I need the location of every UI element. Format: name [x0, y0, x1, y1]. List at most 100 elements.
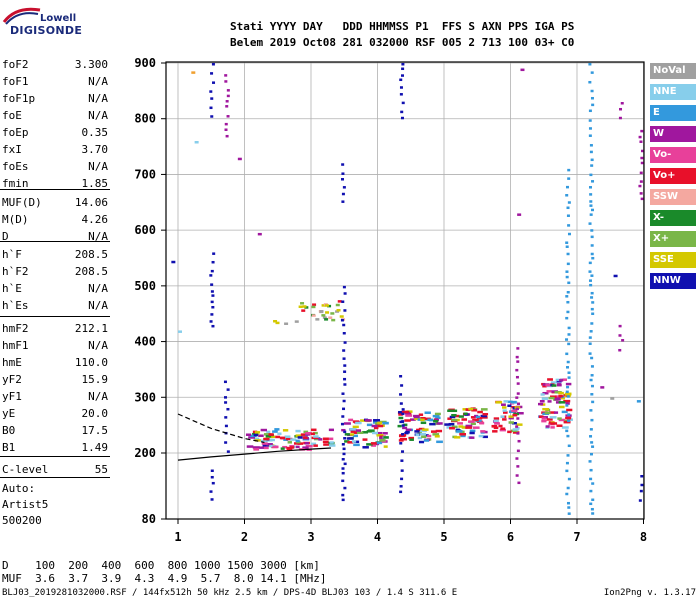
echo-mark [566, 501, 570, 505]
echo-mark [413, 415, 420, 419]
echo-mark [284, 435, 291, 438]
echo-mark [500, 427, 506, 430]
param-row-ye: yE 20.0 [2, 407, 108, 421]
echo-mark [399, 442, 403, 445]
echo-mark [210, 475, 214, 479]
echo-mark [461, 418, 468, 421]
echo-mark [399, 393, 403, 396]
echo-mark [436, 440, 443, 444]
echo-mark [226, 94, 230, 98]
echo-mark [613, 274, 618, 278]
electron-profile-curve [177, 447, 331, 461]
echo-mark [565, 241, 569, 244]
param-value: N/A [88, 160, 108, 173]
echo-mark [342, 285, 346, 289]
echo-mark [565, 390, 569, 394]
echo-mark [272, 445, 279, 449]
param-label: B1 [2, 441, 16, 454]
echo-mark [325, 311, 330, 314]
echo-mark [550, 422, 558, 425]
echo-mark [500, 415, 505, 418]
echo-mark [565, 275, 569, 279]
echo-mark [511, 422, 517, 425]
param-row-fof1p: foF1p N/A [2, 92, 108, 106]
echo-mark [294, 320, 299, 323]
legend-item-nnw: NNW [650, 273, 696, 289]
echo-mark [542, 384, 547, 388]
param-value: N/A [88, 339, 108, 352]
echo-mark [341, 172, 345, 175]
echo-mark [589, 468, 593, 472]
echo-mark [564, 392, 572, 396]
echo-mark [449, 426, 455, 430]
echo-mark [422, 428, 429, 431]
echo-mark [297, 436, 303, 439]
echo-mark [379, 439, 386, 442]
echo-mark [566, 300, 570, 304]
echo-mark [209, 490, 213, 493]
echo-mark [262, 444, 270, 447]
echo-mark [455, 428, 460, 432]
echo-mark [566, 408, 573, 412]
echo-mark [341, 479, 345, 483]
echo-mark [639, 192, 643, 195]
echo-mark [289, 444, 295, 448]
echo-mark [401, 450, 405, 453]
echo-mark [421, 435, 427, 439]
echo-mark [341, 443, 345, 446]
echo-mark [567, 371, 571, 374]
echo-mark [212, 81, 216, 84]
echo-mark [434, 435, 440, 438]
echo-mark [300, 302, 305, 305]
echo-mark [382, 421, 389, 425]
echo-mark [342, 186, 346, 189]
echo-mark [451, 418, 458, 422]
echo-mark [566, 360, 570, 364]
echo-mark [591, 180, 595, 183]
echo-mark [377, 424, 384, 428]
echo-mark [517, 481, 521, 485]
echo-mark [350, 430, 356, 433]
echo-mark [226, 407, 230, 411]
echo-mark [436, 422, 443, 425]
echo-mark [590, 365, 594, 368]
echo-mark [403, 423, 408, 427]
echo-mark [342, 452, 346, 456]
echo-mark [515, 474, 519, 477]
echo-mark [470, 416, 476, 419]
echo-mark [567, 477, 571, 481]
echo-mark [409, 438, 414, 441]
echo-mark [447, 409, 454, 412]
echo-mark [480, 430, 486, 433]
echo-mark [618, 348, 622, 352]
echo-mark [324, 318, 329, 321]
echo-mark [588, 119, 592, 122]
echo-mark [472, 418, 479, 422]
echo-mark [424, 434, 429, 437]
header-line-2: Belem 2019 Oct08 281 032000 RSF 005 2 71… [230, 36, 575, 49]
echo-mark [210, 300, 214, 304]
echo-mark [492, 430, 498, 433]
echo-mark [417, 431, 422, 435]
echo-mark [589, 213, 593, 216]
param-label: fmin [2, 177, 29, 190]
echo-mark [246, 445, 254, 448]
echo-mark [311, 428, 317, 432]
echo-mark [471, 409, 477, 412]
echo-mark [640, 161, 644, 165]
echo-mark [566, 366, 570, 369]
echo-mark [589, 452, 593, 456]
echo-mark [281, 436, 286, 440]
echo-mark [567, 419, 571, 423]
echo-mark [287, 441, 292, 444]
echo-mark [399, 375, 403, 378]
echo-mark [398, 413, 403, 416]
echo-mark [429, 422, 436, 426]
echo-mark [565, 352, 569, 356]
echo-mark [349, 433, 355, 436]
echo-mark [252, 446, 260, 449]
echo-mark [557, 383, 562, 386]
echo-mark [405, 414, 413, 417]
y-tick-label: 500 [134, 279, 156, 293]
echo-mark [210, 283, 214, 286]
